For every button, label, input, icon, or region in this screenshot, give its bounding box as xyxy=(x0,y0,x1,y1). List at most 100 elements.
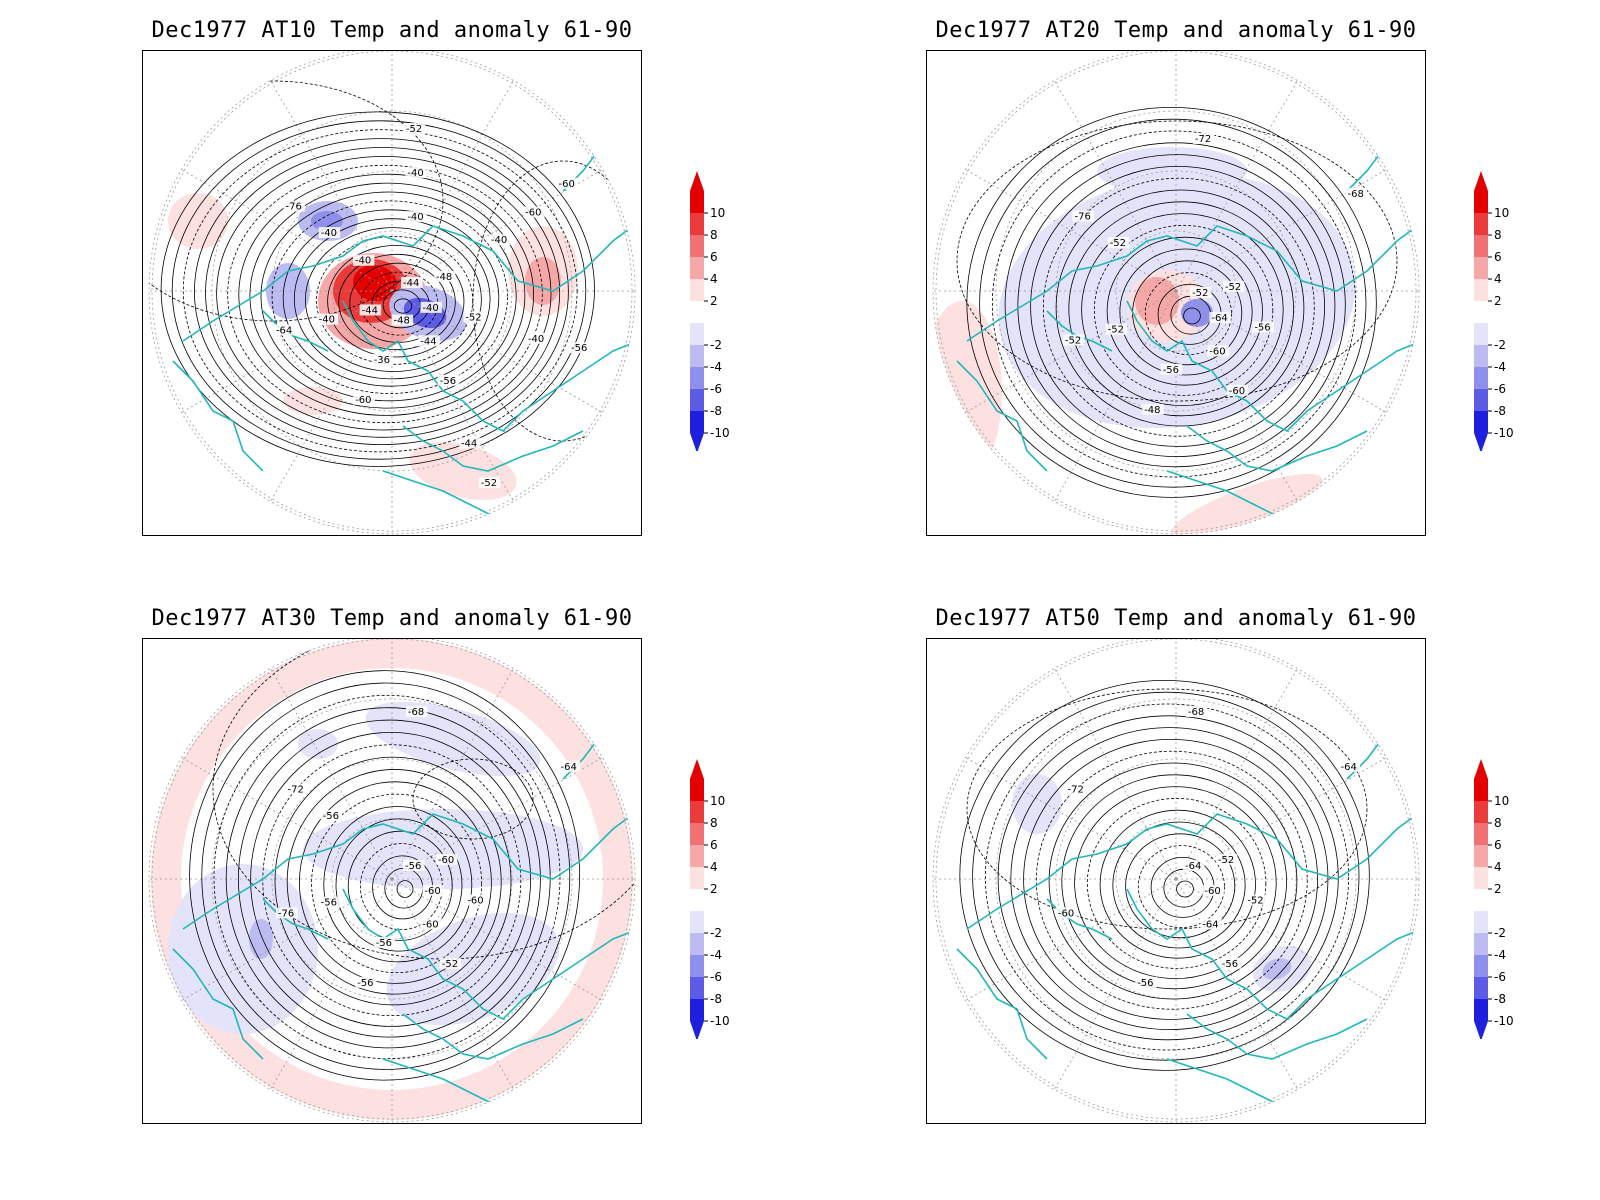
meridian xyxy=(181,757,393,880)
temperature-contour xyxy=(1086,797,1267,969)
contour-label-bg xyxy=(1202,884,1224,896)
temperature-contour xyxy=(984,703,1350,1051)
colorbar-segment xyxy=(1474,889,1488,911)
coastline xyxy=(342,300,635,432)
anomaly-patch xyxy=(1181,299,1213,327)
temperature-contour xyxy=(205,147,561,438)
contour-label-bg xyxy=(558,760,581,772)
temperature-contour xyxy=(237,719,541,1038)
contour-label-bg xyxy=(1219,957,1242,969)
contour-label-bg xyxy=(373,936,396,948)
colorbar-label: -2 xyxy=(1494,338,1506,352)
temperature-contour xyxy=(956,120,1398,402)
contour-label-bg xyxy=(433,270,456,282)
temperature-contour xyxy=(193,138,569,446)
contour-label: -48 xyxy=(394,316,410,327)
meridian xyxy=(270,290,393,502)
contour-label: -40 xyxy=(407,212,423,223)
anomaly-patch xyxy=(525,257,561,305)
contour-label-bg xyxy=(320,810,343,822)
contour-label-bg xyxy=(1105,323,1128,335)
temperature-contour xyxy=(393,298,413,314)
colorbar-arrow-bottom xyxy=(690,433,704,451)
temperature-contour xyxy=(189,670,581,1081)
contour-label: -64 xyxy=(1341,762,1357,773)
colorbar-arrow-top xyxy=(1474,171,1488,191)
contour-label-bg xyxy=(1142,403,1164,415)
contour-label-bg xyxy=(403,860,425,871)
colorbar-segment xyxy=(690,823,704,845)
contour-label: -56 xyxy=(321,898,337,909)
colorbar-segment xyxy=(690,867,704,889)
colorbar-label: 4 xyxy=(710,860,718,874)
contour-label-bg xyxy=(556,177,579,189)
contour-label-bg xyxy=(435,853,458,865)
disc-edge xyxy=(148,639,636,1123)
meridian xyxy=(270,878,393,1090)
colorbar-label: 6 xyxy=(710,838,718,852)
temperature-contour xyxy=(327,244,465,358)
colorbar-label: -6 xyxy=(1494,382,1506,396)
panel-title: Dec1977 AT50 Temp and anomaly 61-90 xyxy=(935,606,1417,631)
temperature-contour xyxy=(1035,750,1308,1010)
temperature-contour xyxy=(1004,142,1346,468)
anomaly-patch xyxy=(933,301,1002,481)
temperature-contour xyxy=(1010,727,1329,1031)
contour-label: -68 xyxy=(1348,189,1364,200)
colorbar: 10 8 6 4 2 -2 -4 -6 -8 -10 xyxy=(690,171,730,451)
temperature-contour xyxy=(1176,880,1194,898)
contour-label-bg xyxy=(1209,311,1231,323)
contour-label: -56 xyxy=(571,343,587,354)
colorbar-segment xyxy=(1474,845,1488,867)
contour-label-bg xyxy=(418,335,440,347)
colorbar-segment xyxy=(690,235,704,257)
coastline xyxy=(1166,1058,1388,1110)
contour-labels: -56 -60 -60 -52 -56 -76 -72 -68 -64 -60 -60 -56 -56 -… xyxy=(275,706,581,989)
colorbar-label: -6 xyxy=(710,970,722,984)
temperature-contour xyxy=(213,694,561,1060)
colorbar-segment xyxy=(690,323,704,345)
temperature-contour xyxy=(966,106,1377,498)
contour-label: -40 xyxy=(422,303,438,314)
contour-label: -60 xyxy=(467,896,483,907)
map-frame: -64 -52 -52 -56 -56 -60 -72 -68 -64 -60 -64 xyxy=(926,638,1426,1124)
temperature-contour xyxy=(1125,833,1236,939)
coastline xyxy=(172,948,264,1060)
temperature-contour xyxy=(149,80,444,322)
temperature-contour xyxy=(238,173,534,416)
contour-label: -56 xyxy=(405,861,421,872)
contour-label-bg xyxy=(458,437,481,449)
contour-label-bg xyxy=(318,896,341,908)
temperature-contour xyxy=(1081,213,1284,407)
colorbar-segment xyxy=(690,389,704,411)
polar-map: -44 -48 -52 -56 -60 -64 -76 -52 -60 -40 -44 -36 -40 -… xyxy=(148,51,636,535)
meridian xyxy=(181,290,393,413)
temperature-contour xyxy=(201,682,571,1070)
meridian xyxy=(1054,878,1177,1090)
colorbar-segment xyxy=(1474,779,1488,801)
contour-label-bg xyxy=(569,342,591,354)
temperature-contour xyxy=(274,756,512,1006)
contour-label-bg xyxy=(1252,321,1274,333)
contour-label-bg xyxy=(1062,334,1085,346)
contour-labels: -64 -52 -52 -56 -56 -60 -72 -68 -64 -60 -64 xyxy=(1055,706,1361,989)
map-frame: -44 -48 -52 -56 -60 -64 -76 -52 -60 -40 -44 -36 -40 -… xyxy=(142,50,642,536)
colorbar-segment xyxy=(690,301,704,323)
coastlines xyxy=(956,708,1419,1110)
temperature-contour xyxy=(1106,236,1263,386)
anomaly-patch xyxy=(311,211,343,231)
colorbar-arrow-top xyxy=(690,171,704,191)
contour-label-bg xyxy=(437,374,460,386)
contour-label: -40 xyxy=(407,168,423,179)
colorbar-segment xyxy=(690,911,704,933)
anomaly-patch xyxy=(1135,277,1179,325)
colorbar-label: -2 xyxy=(710,338,722,352)
meridian xyxy=(965,878,1177,1001)
colorbar-segment xyxy=(690,955,704,977)
coastline xyxy=(342,888,635,1020)
temperature-contour xyxy=(1163,868,1205,908)
coastline xyxy=(402,425,584,472)
colorbar-label: 10 xyxy=(1494,794,1509,808)
contour-label-bg xyxy=(478,476,501,488)
contour-label-bg xyxy=(273,324,296,336)
